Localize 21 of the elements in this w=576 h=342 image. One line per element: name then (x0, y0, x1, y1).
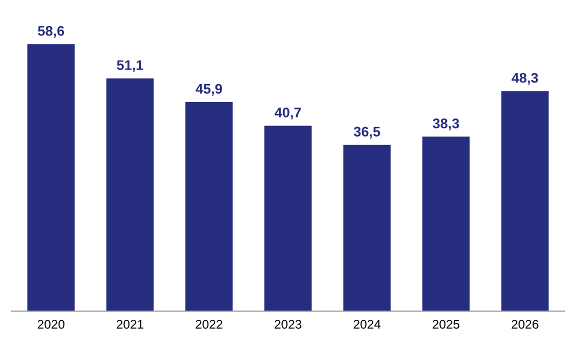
x-tick-label: 2020 (38, 320, 64, 329)
data-label: 40,7 (274, 108, 301, 120)
x-tick-label: 2021 (116, 320, 144, 329)
x-tick-label: 2026 (512, 320, 538, 329)
data-label: 58,6 (38, 26, 64, 38)
bar (422, 136, 470, 312)
bar (264, 126, 312, 312)
data-label: 45,9 (196, 84, 222, 96)
x-tick-label: 2025 (432, 320, 460, 329)
bar (27, 44, 75, 312)
data-label: 48,3 (512, 72, 538, 85)
bar (343, 144, 391, 312)
data-label: 38,3 (432, 118, 460, 130)
bar (185, 102, 233, 312)
data-label: 36,5 (354, 126, 380, 139)
x-tick-label: 2022 (196, 320, 222, 329)
x-tick-label: 2024 (354, 320, 381, 329)
bar (501, 91, 549, 312)
x-tick-label: 2023 (274, 320, 302, 329)
bar (106, 78, 154, 312)
data-label: 51,1 (116, 60, 144, 72)
